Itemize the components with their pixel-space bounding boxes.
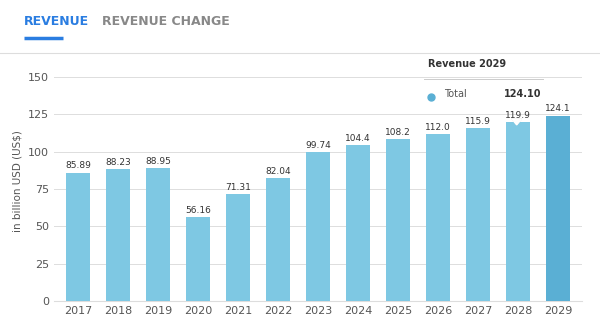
Text: 82.04: 82.04 [265, 167, 291, 176]
Bar [226, 195, 250, 301]
Bar [306, 152, 330, 301]
Text: REVENUE CHANGE: REVENUE CHANGE [102, 15, 230, 28]
Text: REVENUE: REVENUE [24, 15, 89, 28]
Text: 108.2: 108.2 [385, 128, 411, 137]
Text: 56.16: 56.16 [185, 206, 211, 215]
Bar [146, 168, 170, 301]
Text: 85.89: 85.89 [65, 162, 91, 170]
Y-axis label: in billion USD (US$): in billion USD (US$) [13, 130, 22, 232]
Text: 124.1: 124.1 [545, 104, 571, 113]
Text: Total: Total [444, 89, 467, 99]
Text: 104.4: 104.4 [345, 134, 371, 143]
Bar [426, 134, 450, 301]
Text: 112.0: 112.0 [425, 123, 451, 131]
Text: Revenue 2029: Revenue 2029 [428, 59, 506, 69]
Bar [346, 145, 370, 301]
Bar [66, 173, 90, 301]
Text: 119.9: 119.9 [505, 111, 531, 120]
Bar [386, 139, 410, 301]
Text: 88.95: 88.95 [145, 157, 171, 166]
Bar [266, 179, 290, 301]
Bar [186, 217, 210, 301]
Bar [106, 169, 130, 301]
Bar [506, 122, 530, 301]
Text: 115.9: 115.9 [465, 117, 491, 126]
Text: 71.31: 71.31 [225, 183, 251, 192]
Bar [466, 128, 490, 301]
Text: 99.74: 99.74 [305, 141, 331, 150]
Bar [546, 116, 570, 301]
Text: 88.23: 88.23 [105, 158, 131, 167]
Text: 124.10: 124.10 [503, 89, 541, 99]
